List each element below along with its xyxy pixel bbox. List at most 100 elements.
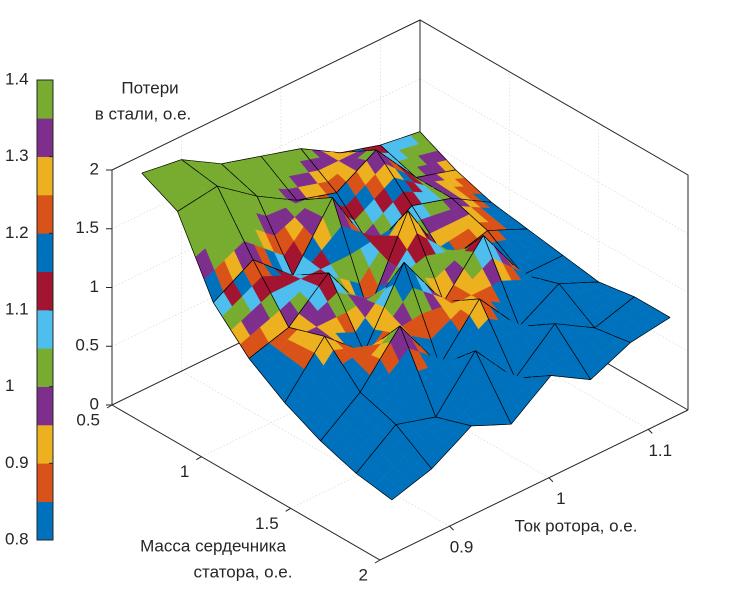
colorbar-tick-label: 0.9 [5,453,29,472]
mesh-line [211,162,231,173]
mesh-line [457,353,467,359]
mesh-line [451,436,462,448]
mesh-line [350,148,361,152]
mesh-line [417,371,428,395]
mesh-line [409,131,430,142]
colorbar-band [37,501,53,541]
mesh-line [421,457,432,477]
mesh-line [477,230,497,242]
mesh-line [150,182,160,193]
mesh-line [421,313,432,340]
mesh-line [312,216,323,237]
mesh-line [433,187,443,194]
mesh-line [492,258,502,282]
colorbar-band [37,463,53,502]
mesh-line [227,188,238,192]
mesh-line [274,235,285,256]
mesh-line [485,357,496,365]
mesh-line [383,284,395,308]
colorbar-band [37,348,53,387]
mesh-line [278,178,289,190]
mesh-line [330,416,341,430]
mesh-line [567,294,578,307]
colorbar-band [37,233,53,272]
mesh-line [463,251,474,269]
mesh-line [532,276,542,280]
mesh-line [358,150,368,152]
mesh-line [306,331,316,335]
mesh-line [314,336,334,354]
mesh-line [213,291,224,317]
mesh-line [258,342,270,351]
mesh-line [310,149,321,151]
mesh-line [141,169,152,183]
mesh-line [612,334,622,340]
x-tick-label: 0.5 [76,410,100,429]
mesh-line [197,192,208,200]
colorbar-band [37,80,53,119]
mesh-line [580,365,591,380]
mesh-line [242,259,263,277]
colorbar-band [37,386,53,426]
y-tick [647,429,653,434]
colorbar-band [37,425,53,464]
x-axis-label: статора, о.е. [194,562,293,581]
mesh-line [381,332,392,340]
mesh-line [488,318,498,339]
mesh-line [389,325,410,349]
mesh-line [428,140,439,152]
mesh-line [195,256,205,280]
mesh-line [530,387,542,401]
mesh-line [441,447,452,459]
mesh-line [320,150,331,153]
x-tick-label: 1 [180,462,189,481]
mesh-line [308,286,319,301]
mesh-line [207,185,227,205]
mesh-line [159,192,169,203]
mesh-line [421,201,432,205]
mesh-line [345,206,355,221]
mesh-line [570,377,581,379]
mesh-line [304,352,315,370]
colorbar-band [37,310,53,349]
mesh-line [640,329,651,337]
mesh-line [542,259,554,266]
z-tick-label: 2 [90,159,99,178]
mesh-line [528,324,538,327]
mesh-line [560,376,571,378]
mesh-line [310,273,320,275]
mesh-line [221,316,232,331]
mesh-line [270,152,281,155]
mesh-line [385,424,406,438]
mesh-line [453,421,463,425]
mesh-line [297,329,307,333]
mesh-line [501,405,512,425]
mesh-line [293,411,303,423]
mesh-line [541,278,551,282]
mesh-line [248,350,260,370]
mesh-line [415,418,426,422]
mesh-line [411,476,422,485]
mesh-line [316,194,327,197]
mesh-line [270,293,281,311]
z-tick-label: 1 [90,277,99,296]
mesh-line [652,306,662,313]
mesh-line [346,312,356,333]
mesh-line [366,149,386,165]
colorbar-band [37,118,53,157]
mesh-line [301,273,311,276]
mesh-line [238,179,249,189]
mesh-line [499,312,510,320]
mesh-line [465,350,485,370]
mesh-line [395,163,407,171]
colorbar-tick-label: 1.3 [5,146,29,165]
mesh-line [302,421,312,432]
mesh-line [467,238,478,247]
mesh-line [191,160,202,163]
mesh-line [382,491,403,501]
mesh-line [409,335,421,346]
mesh-line [199,172,209,180]
mesh-line [320,428,331,450]
mesh-line [538,294,550,306]
mesh-line [190,166,200,174]
